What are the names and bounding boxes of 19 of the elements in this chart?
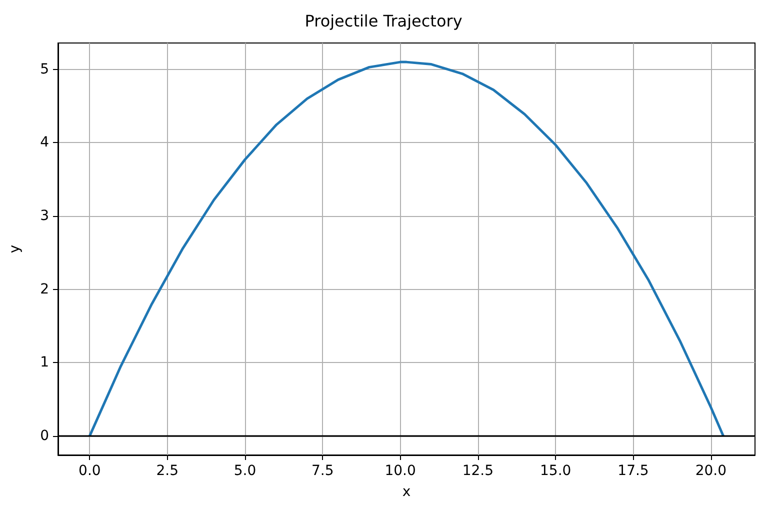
y-tick-label: 3: [40, 208, 49, 224]
x-tick-label: 20.0: [695, 463, 726, 479]
x-tick-label: 0.0: [78, 463, 101, 479]
x-tick-label: 10.0: [384, 463, 416, 479]
y-tick-label: 2: [40, 281, 49, 298]
y-axis-title: y: [7, 244, 23, 254]
x-tick-label: 12.5: [462, 463, 494, 479]
x-tick-label: 5.0: [234, 463, 256, 479]
y-tick-label: 0: [40, 428, 49, 444]
y-tick-label: 4: [40, 134, 50, 151]
x-tick-label: 2.5: [156, 463, 178, 479]
y-tick-label: 1: [40, 354, 49, 371]
x-tick-label: 17.5: [618, 463, 649, 479]
x-tick-label: 7.5: [312, 463, 334, 479]
x-tick-label: 15.0: [540, 463, 572, 479]
y-tick-label: 5: [40, 61, 49, 78]
chart-title: Projectile Trajectory: [304, 12, 462, 30]
x-axis-title: x: [402, 484, 411, 500]
line-series: [88, 60, 725, 438]
